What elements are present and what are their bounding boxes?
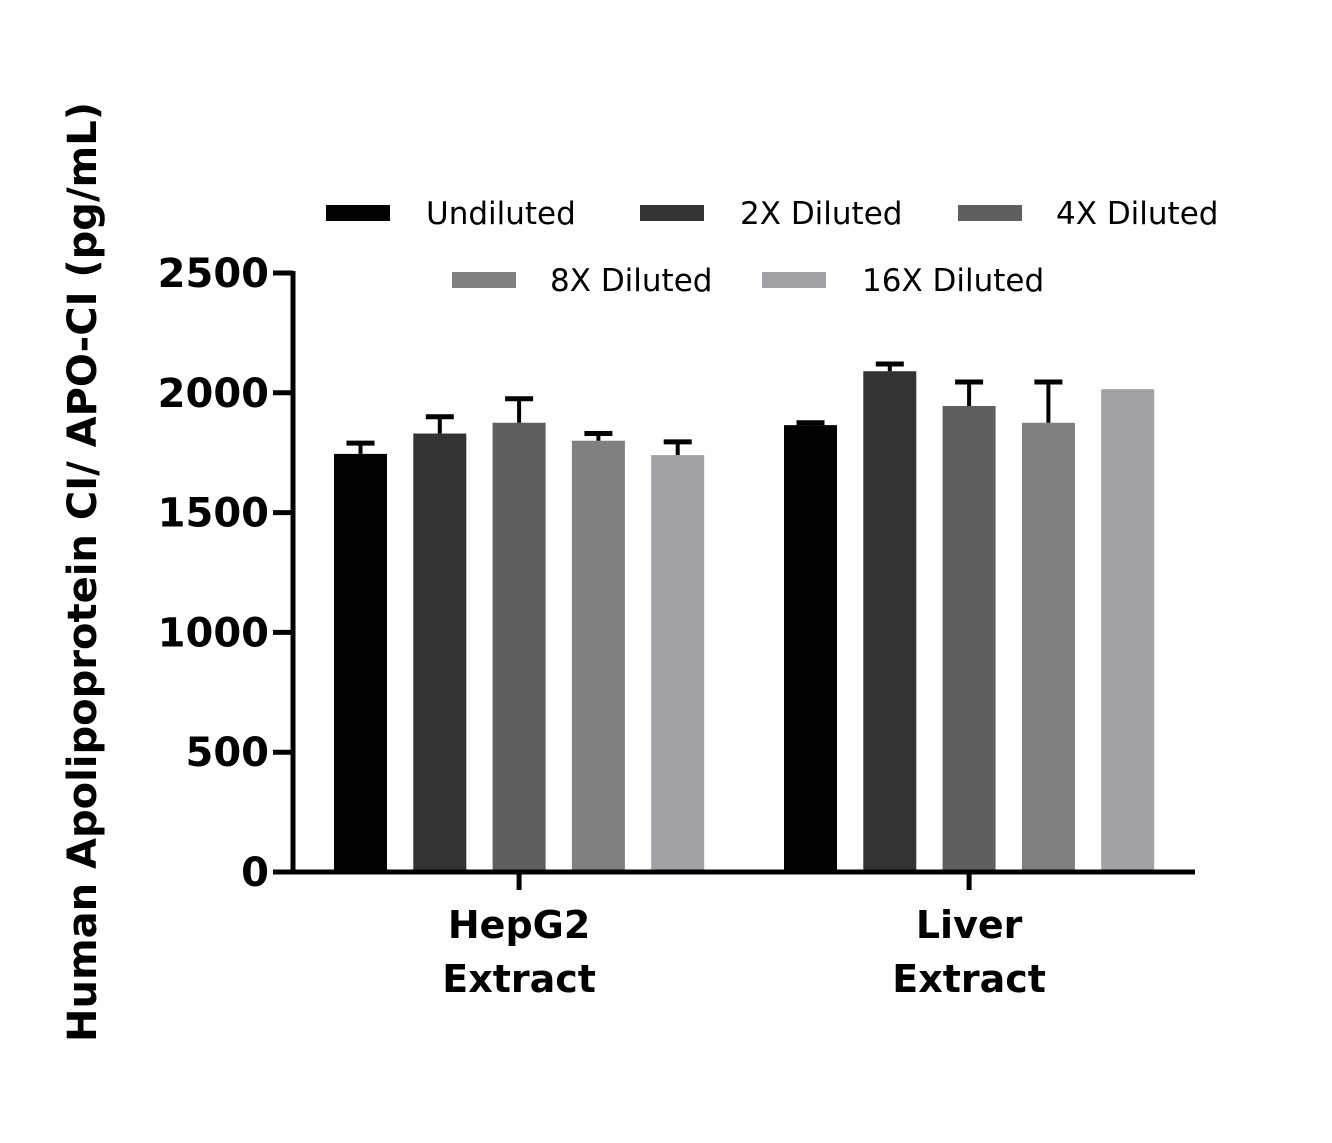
bar bbox=[334, 453, 387, 872]
legend-swatch bbox=[762, 272, 826, 288]
axes bbox=[273, 270, 1195, 890]
legend-swatch bbox=[326, 205, 390, 221]
y-axis-label-group: Human Apolipoprotein CI/ APO-CI (pg/mL) bbox=[60, 102, 106, 1042]
legend-label: 4X Diluted bbox=[1056, 196, 1218, 232]
legend-swatch bbox=[452, 272, 516, 288]
bar bbox=[571, 440, 625, 872]
x-category-label: Extract bbox=[892, 957, 1046, 1001]
error-bars bbox=[346, 361, 1063, 456]
bar bbox=[1021, 422, 1075, 872]
legend-label: 16X Diluted bbox=[862, 263, 1044, 299]
y-tick-label: 0 bbox=[241, 850, 269, 896]
bar bbox=[863, 371, 917, 872]
bar bbox=[942, 405, 996, 872]
y-tick-label: 500 bbox=[186, 730, 270, 776]
y-axis-label: Human Apolipoprotein CI/ APO-CI (pg/mL) bbox=[60, 102, 106, 1042]
legend-label: Undiluted bbox=[426, 196, 576, 232]
bar bbox=[784, 425, 837, 872]
y-tick-label: 2000 bbox=[158, 371, 269, 417]
bar bbox=[413, 433, 467, 872]
legend-label: 8X Diluted bbox=[550, 263, 712, 299]
axis-labels: 0 500 1000 1500 2000 2500 HepG2 Extract Liver Ext… bbox=[158, 251, 1046, 1001]
bar bbox=[651, 455, 705, 872]
legend-label: 2X Diluted bbox=[740, 196, 902, 232]
x-category-label: Liver bbox=[916, 903, 1023, 947]
bar bbox=[1101, 389, 1155, 872]
x-category-label: Extract bbox=[442, 957, 596, 1001]
bar bbox=[492, 422, 546, 872]
legend-swatch bbox=[640, 205, 704, 221]
legend: Undiluted 2X Diluted 4X Diluted 8X Diluted 1… bbox=[326, 196, 1218, 299]
y-tick-label: 1000 bbox=[158, 610, 269, 656]
y-tick-label: 2500 bbox=[158, 251, 269, 297]
x-category-label: HepG2 bbox=[448, 903, 590, 947]
legend-swatch bbox=[958, 205, 1022, 221]
bars bbox=[334, 371, 1155, 872]
y-tick-label: 1500 bbox=[158, 491, 269, 537]
